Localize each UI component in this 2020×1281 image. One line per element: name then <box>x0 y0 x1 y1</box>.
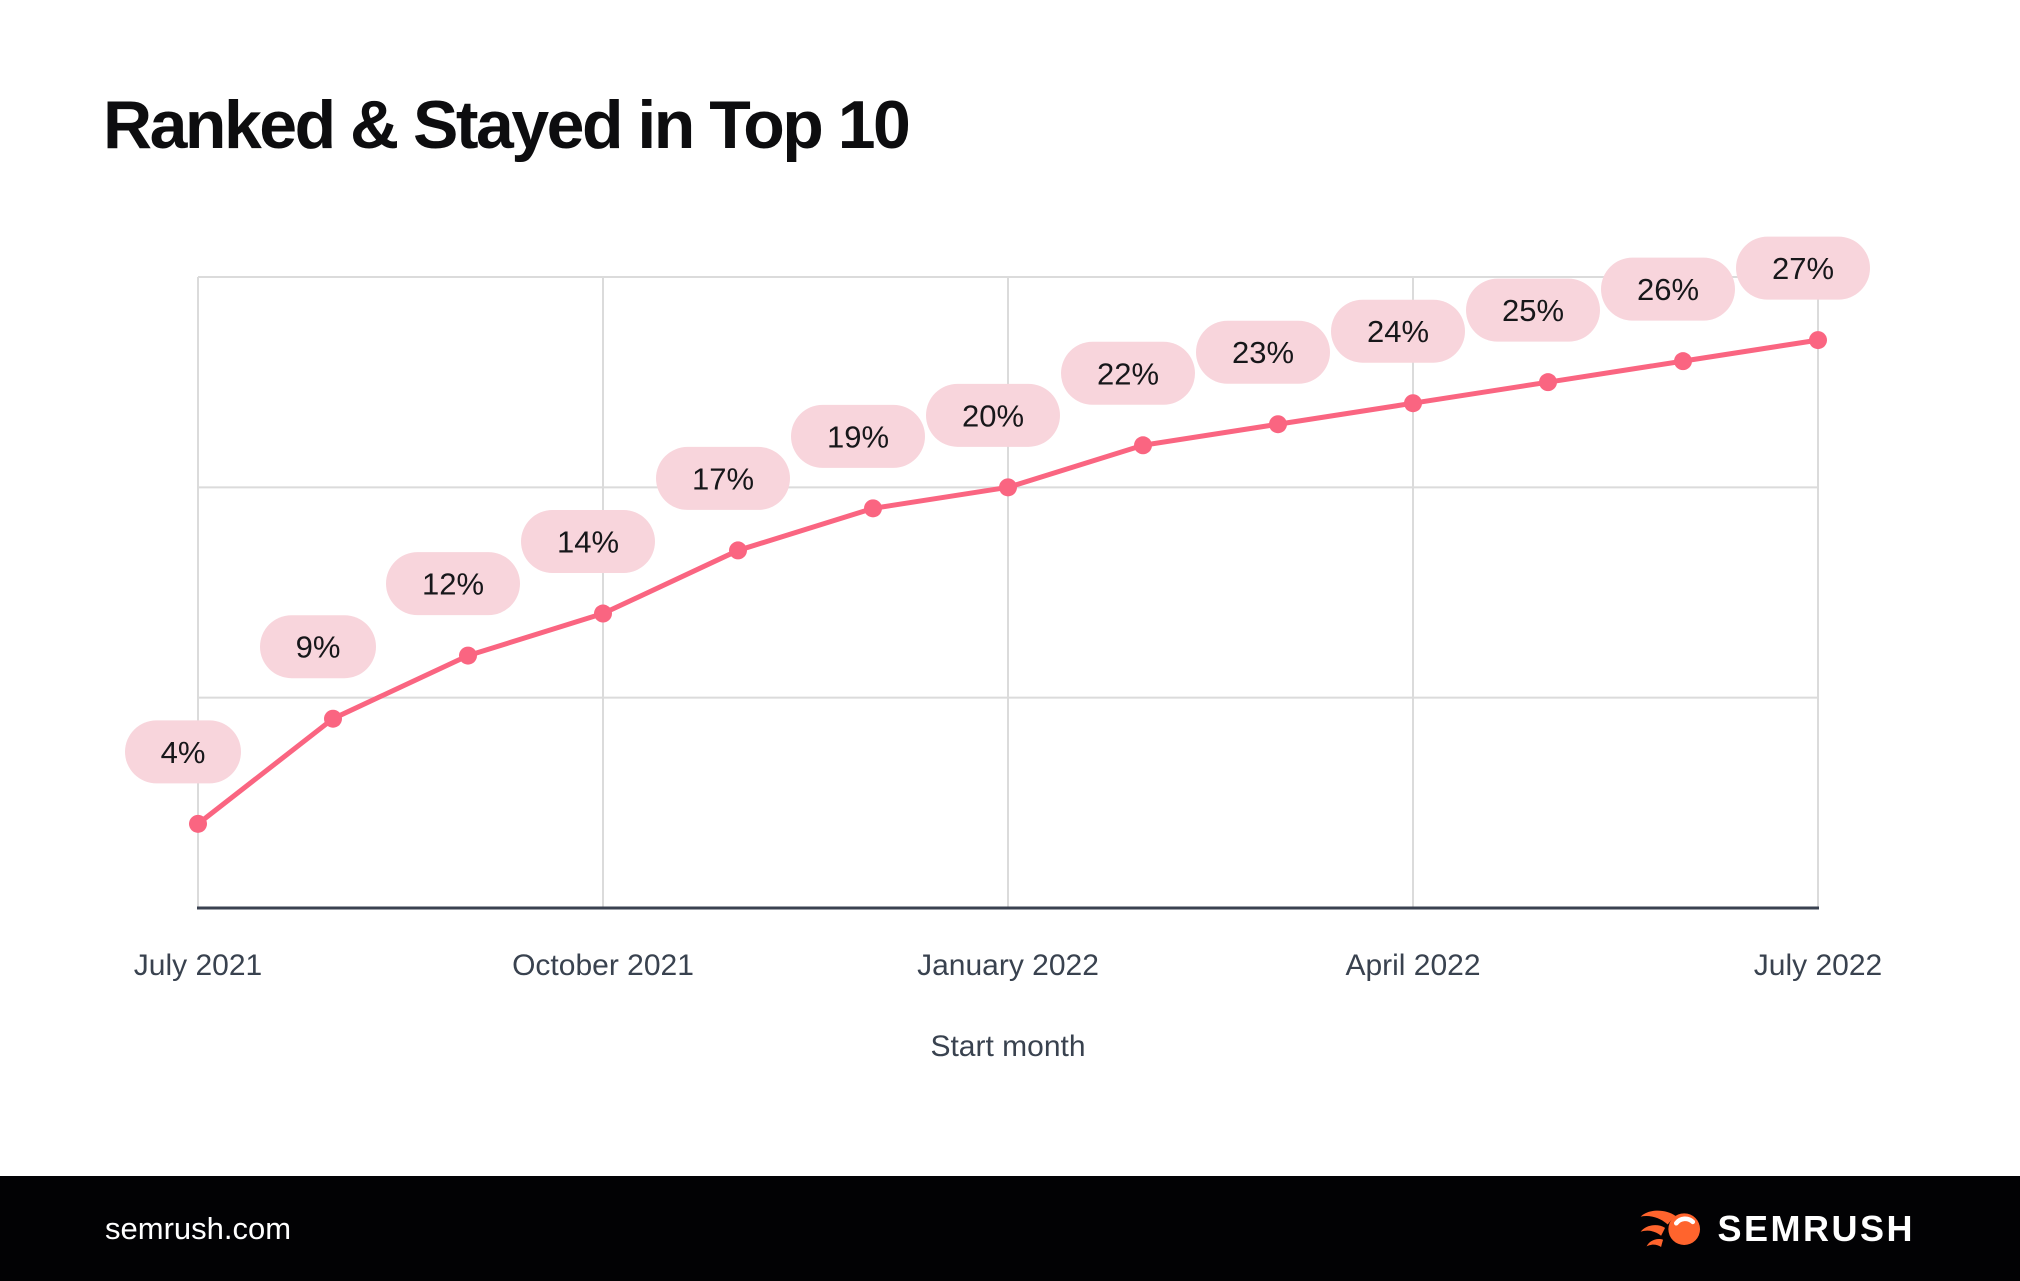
data-point <box>729 541 747 560</box>
data-label-text: 24% <box>1367 314 1429 349</box>
data-point <box>1269 415 1287 434</box>
data-label-pill-bg <box>1196 320 1330 384</box>
data-label-text: 20% <box>962 398 1024 433</box>
data-point <box>1674 352 1692 371</box>
semrush-flame-icon <box>1641 1210 1701 1247</box>
data-label-text: 12% <box>422 567 484 602</box>
data-label-pill-bg <box>521 510 655 574</box>
data-label-pill: 22% <box>1061 341 1195 405</box>
data-point <box>459 646 477 665</box>
data-label-pill-bg <box>1466 278 1600 342</box>
data-label-text: 9% <box>296 630 341 665</box>
data-label-pill-bg <box>656 446 790 510</box>
data-label-text: 4% <box>161 735 206 770</box>
data-label-pill-bg <box>926 383 1060 447</box>
x-tick-label: January 2022 <box>917 949 1099 982</box>
x-tick-label: April 2022 <box>1345 949 1480 982</box>
x-tick-label: October 2021 <box>512 949 694 982</box>
data-point <box>864 499 882 518</box>
data-point <box>189 814 207 833</box>
data-point <box>1809 331 1827 350</box>
data-label-text: 25% <box>1502 293 1564 328</box>
data-label-pill-bg <box>1601 257 1735 321</box>
data-label-pill-bg <box>1736 236 1870 300</box>
data-label-pill: 20% <box>926 383 1060 447</box>
data-label-pill: 19% <box>791 404 925 468</box>
data-point <box>1404 394 1422 413</box>
data-label-pill: 9% <box>260 615 376 679</box>
data-point <box>1539 373 1557 392</box>
data-label-pill-bg <box>260 615 376 679</box>
data-label-pill: 14% <box>521 510 655 574</box>
data-label-pill: 23% <box>1196 320 1330 384</box>
data-label-text: 26% <box>1637 272 1699 307</box>
data-label-pill-bg <box>1061 341 1195 405</box>
data-label-text: 17% <box>692 461 754 496</box>
data-label-pill-bg <box>1331 299 1465 363</box>
data-label-text: 22% <box>1097 356 1159 391</box>
data-point <box>1134 436 1152 455</box>
data-label-pill: 12% <box>386 552 520 616</box>
semrush-logo: SEMRUSH <box>1638 1207 1915 1250</box>
data-label-pill: 25% <box>1466 278 1600 342</box>
data-label-text: 19% <box>827 419 889 454</box>
data-label-pill: 27% <box>1736 236 1870 300</box>
footer-bar: semrush.com SEMRUSH <box>0 1176 2020 1281</box>
data-label-text: 14% <box>557 525 619 560</box>
data-label-pill-bg <box>791 404 925 468</box>
data-label-pill: 4% <box>125 720 241 784</box>
line-chart: 4% 9% 12% 14% 17% 19% 20% 22% 23% 24% 25% 26% 27% Jul… <box>125 236 1882 1063</box>
data-label-pill-bg <box>125 720 241 784</box>
data-label-pill-bg <box>386 552 520 616</box>
data-point <box>324 709 342 728</box>
semrush-wordmark: SEMRUSH <box>1717 1207 1915 1249</box>
data-label-text: 27% <box>1772 251 1834 286</box>
data-label-pill: 17% <box>656 446 790 510</box>
data-point <box>999 478 1017 497</box>
chart-title: Ranked & Stayed in Top 10 <box>103 87 911 163</box>
x-axis-title: Start month <box>930 1030 1085 1063</box>
data-label-pill: 24% <box>1331 299 1465 363</box>
data-point <box>594 604 612 623</box>
x-tick-label: July 2021 <box>134 949 262 982</box>
footer-site-text: semrush.com <box>105 1210 292 1246</box>
x-tick-label: July 2022 <box>1754 949 1882 982</box>
data-label-text: 23% <box>1232 335 1294 370</box>
data-label-pill: 26% <box>1601 257 1735 321</box>
